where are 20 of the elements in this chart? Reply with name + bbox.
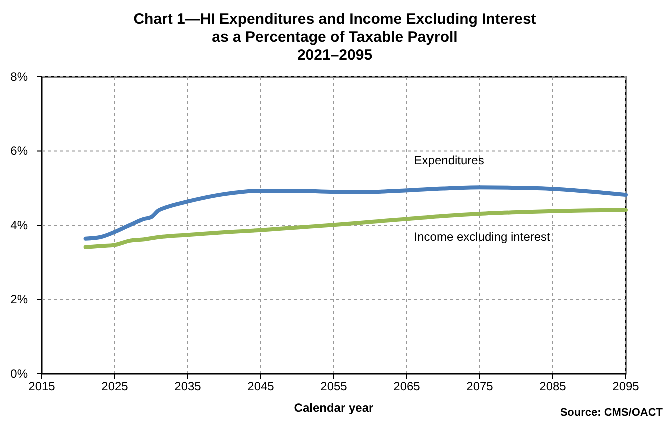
x-tick-label: 2095	[612, 380, 640, 394]
y-tick-label: 4%	[10, 218, 28, 232]
y-tick-label: 0%	[10, 366, 28, 381]
series-label: Expenditures	[414, 154, 484, 168]
y-tick-label: 2%	[10, 292, 28, 307]
chart-title: Chart 1—HI Expenditures and Income Excluding Interest as a Percentage of Taxable Payroll 2021–2095	[134, 11, 536, 64]
x-tick-label: 2045	[248, 380, 275, 394]
y-tick-label: 8%	[10, 70, 28, 84]
x-tick-label: 2025	[102, 380, 129, 394]
x-tick-label: 2075	[466, 380, 494, 394]
x-axis-title: Calendar year	[294, 401, 374, 415]
y-tick-label: 6%	[10, 144, 28, 158]
series-label: Income excluding interest	[414, 230, 552, 244]
x-tick-label: 2015	[28, 380, 56, 394]
source-note: Source: CMS/OACT	[560, 407, 664, 419]
x-tick-label: 2085	[540, 380, 567, 394]
x-tick-label: 2055	[320, 380, 348, 394]
x-tick-label: 2065	[394, 380, 421, 394]
x-tick-label: 2035	[174, 380, 202, 394]
line-series	[84, 208, 628, 250]
